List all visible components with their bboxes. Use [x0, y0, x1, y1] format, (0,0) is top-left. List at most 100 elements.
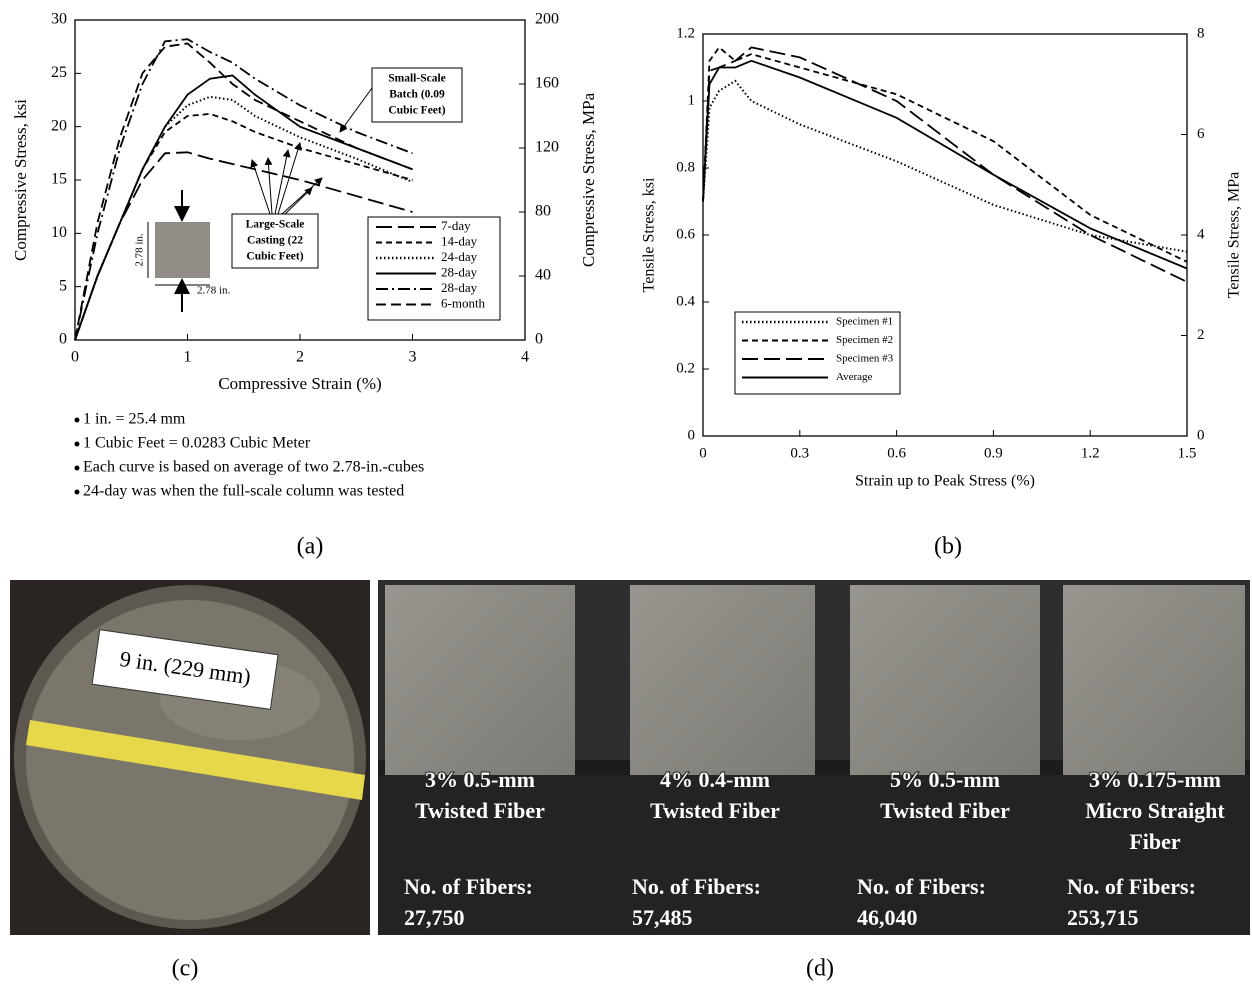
x-tick-label: 1.5: [1178, 445, 1197, 461]
y-tick-label: 0.2: [676, 360, 695, 376]
y-axis-label: Compressive Stress, ksi: [11, 99, 30, 261]
specimen-fiber: Fiber: [1129, 829, 1181, 854]
legend-label: 28-day: [441, 264, 478, 279]
legend-label: Specimen #3: [836, 353, 894, 365]
series-line: [703, 47, 1187, 261]
y-tick-label: 30: [51, 11, 67, 28]
panel-label: (d): [806, 956, 834, 982]
legend-label: 28-day: [441, 280, 478, 295]
y2-tick-label: 0: [535, 331, 543, 348]
specimen-fiber: 3% 0.5-mm: [425, 767, 535, 792]
x-tick-label: 4: [521, 349, 529, 366]
y2-tick-label: 0: [1197, 427, 1205, 443]
legend-label: Specimen #1: [836, 316, 893, 328]
x-axis-label: Compressive Strain (%): [218, 374, 381, 393]
specimen-fiber: 3% 0.175-mm: [1089, 767, 1221, 792]
annotation-text: Cubic Feet): [246, 251, 303, 263]
legend-label: Average: [836, 371, 873, 383]
x-tick-label: 1: [184, 349, 192, 366]
y2-tick-label: 200: [535, 11, 559, 28]
legend-label: 14-day: [441, 233, 478, 248]
y2-tick-label: 160: [535, 75, 559, 92]
y-tick-label: 0: [688, 427, 696, 443]
note: 1 Cubic Feet = 0.0283 Cubic Meter: [83, 435, 311, 452]
note: 1 in. = 25.4 mm: [83, 411, 186, 428]
y-axis-label: Tensile Stress, ksi: [641, 177, 658, 292]
x-tick-label: 0.3: [790, 445, 809, 461]
y2-tick-label: 80: [535, 203, 551, 220]
y-tick-label: 5: [59, 277, 67, 294]
x-tick-label: 0: [71, 349, 79, 366]
legend-label: 24-day: [441, 249, 478, 264]
leader-line: [285, 188, 312, 214]
y-tick-label: 0.4: [676, 293, 695, 309]
y2-tick-label: 6: [1197, 126, 1205, 142]
series-line: [75, 44, 413, 341]
inset-label: 2.78 in.: [197, 285, 231, 297]
y2-tick-label: 2: [1197, 327, 1205, 343]
leader-line: [275, 150, 288, 214]
y-tick-label: 20: [51, 117, 67, 134]
leader-line: [340, 88, 372, 132]
figure: 9 in. (229 mm) 3% 0.5-mm Twisted Fiber No.…: [0, 0, 1252, 984]
y2-tick-label: 120: [535, 139, 559, 156]
specimen-fiber: Twisted Fiber: [880, 798, 1010, 823]
bullet: [75, 466, 80, 471]
y-tick-label: 25: [51, 64, 67, 81]
x-tick-label: 2: [296, 349, 304, 366]
leader-line: [268, 158, 272, 214]
panel-label: (c): [172, 956, 199, 982]
y-tick-label: 0.8: [676, 159, 695, 175]
specimen-count: 253,715: [1067, 905, 1139, 930]
annotation-text: Small-Scale: [388, 73, 446, 85]
bullet: [75, 418, 80, 423]
x-axis-label: Strain up to Peak Stress (%): [855, 473, 1035, 490]
photo-c: 9 in. (229 mm): [10, 580, 370, 935]
x-tick-label: 0.6: [887, 445, 906, 461]
annotation-text: Large-Scale: [246, 219, 305, 231]
annotation-text: Casting (22: [247, 235, 303, 247]
y2-tick-label: 4: [1197, 226, 1205, 242]
annotation-text: Cubic Feet): [388, 105, 445, 117]
bullet: [75, 490, 80, 495]
y2-axis-label: Tensile Stress, MPa: [1226, 172, 1243, 298]
inset-label: 2.78 in.: [134, 233, 146, 267]
specimen-count-label: No. of Fibers:: [857, 874, 986, 899]
x-tick-label: 0.9: [984, 445, 1003, 461]
specimen-count: 57,485: [632, 905, 693, 930]
annotation-text: Batch (0.09: [389, 89, 445, 101]
note: 24-day was when the full-scale column wa…: [83, 483, 404, 500]
y-tick-label: 10: [51, 224, 67, 241]
y-tick-label: 1: [688, 92, 696, 108]
leader-line: [252, 160, 270, 214]
specimen-count: 46,040: [857, 905, 918, 930]
y-tick-label: 15: [51, 171, 67, 188]
panel-label: (b): [934, 534, 962, 560]
specimen-fiber: Twisted Fiber: [415, 798, 545, 823]
series-line: [75, 76, 413, 341]
x-tick-label: 0: [699, 445, 707, 461]
y2-tick-label: 8: [1197, 25, 1205, 41]
panel-label: (a): [297, 534, 324, 560]
specimen-count-label: No. of Fibers:: [632, 874, 761, 899]
y2-axis-label: Compressive Stress, MPa: [579, 92, 598, 267]
specimen-count-label: No. of Fibers:: [1067, 874, 1196, 899]
legend-label: 6-month: [441, 295, 486, 310]
series-line: [703, 61, 1187, 269]
specimen-fiber: 4% 0.4-mm: [660, 767, 770, 792]
x-tick-label: 3: [409, 349, 417, 366]
series-line: [703, 47, 1187, 282]
bullet: [75, 442, 80, 447]
legend-label: Specimen #2: [836, 334, 893, 346]
inset-cube: [155, 222, 210, 278]
y-tick-label: 0.6: [676, 226, 695, 242]
y2-tick-label: 40: [535, 267, 551, 284]
note: Each curve is based on average of two 2.…: [83, 459, 424, 476]
legend-label: 7-day: [441, 218, 471, 233]
y-tick-label: 0: [59, 331, 67, 348]
specimen-fiber: Twisted Fiber: [650, 798, 780, 823]
specimen-count: 27,750: [404, 905, 465, 930]
specimen-fiber: Micro Straight: [1085, 798, 1225, 823]
specimen-fiber: 5% 0.5-mm: [890, 767, 1000, 792]
specimen-count-label: No. of Fibers:: [404, 874, 533, 899]
